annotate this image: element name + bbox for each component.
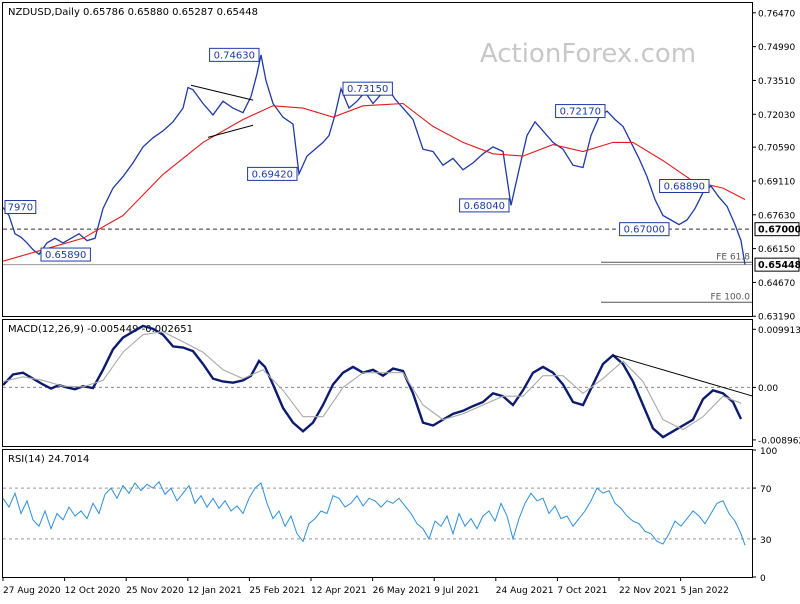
price-label: 0.67000 [619, 222, 670, 237]
price-label: 0.74630 [209, 47, 260, 62]
price-label: 0.69420 [247, 166, 298, 181]
x-tick-label: 25 Nov 2020 [126, 586, 184, 596]
macd-layer [2, 324, 754, 439]
price-label-text: 7970 [8, 203, 33, 214]
axis-price-tag: 0.67000 [754, 222, 800, 237]
y-tick-label: 0.66150 [758, 245, 795, 255]
rsi-panel-title: RSI(14) 24.7014 [8, 454, 89, 465]
y-tick-label: 0.74990 [758, 43, 795, 53]
rsi-y-tick-label: 0 [760, 574, 766, 584]
axis-price-tag-box [754, 222, 800, 237]
x-tick-label: 22 Nov 2021 [619, 586, 677, 596]
x-tick-label: 12 Jan 2021 [188, 586, 242, 596]
price-panel-title: NZDUSD,Daily 0.65786 0.65880 0.65287 0.6… [8, 7, 258, 18]
price-label-box [4, 200, 37, 215]
axis-layer: 0.76470 0.74990 0.73510 0.72030 0.70590 0.691… [2, 9, 800, 596]
trendline [207, 124, 254, 138]
x-tick-label: 27 Aug 2020 [3, 586, 61, 596]
price-label-box [555, 104, 606, 119]
price-label-text: 0.65890 [45, 250, 86, 261]
axis-price-tag-box [754, 257, 800, 272]
y-tick-label: 0.73510 [758, 77, 795, 87]
macd-trendline [612, 354, 754, 397]
axis-price-tag-text: 0.67000 [758, 225, 800, 236]
price-label: 0.68040 [459, 198, 510, 213]
y-tick-label: 0.64670 [758, 279, 795, 289]
x-tick-label: 12 Apr 2021 [311, 586, 367, 596]
price-series-line [2, 54, 746, 265]
price-label-box [40, 247, 91, 262]
price-label-box [659, 179, 710, 194]
x-tick-label: 24 Aug 2021 [496, 586, 554, 596]
x-tick-label: 12 Oct 2020 [65, 586, 121, 596]
price-label-box [342, 81, 393, 96]
watermark: ActionForex.com [480, 39, 696, 69]
rsi-layer [2, 480, 752, 546]
x-tick-label: 7 Oct 2021 [557, 586, 607, 596]
x-tick-label: 26 May 2021 [373, 586, 432, 596]
y-tick-label: 0.72030 [758, 111, 795, 121]
macd-panel-frame [2, 319, 753, 447]
price-label: 0.68890 [659, 179, 710, 194]
y-tick-label: 0.69110 [758, 177, 795, 187]
macd-panel-title: MACD(12,26,9) -0.005449 -0.002651 [8, 324, 193, 335]
rsi-y-tick-label: 30 [760, 536, 772, 546]
y-tick-label: 0.63190 [758, 313, 795, 323]
price-label-text: 0.74630 [214, 50, 255, 61]
price-label-box [247, 166, 298, 181]
macd-y-tick-label: -0.008962 [758, 436, 800, 446]
rsi-y-tick-label: 70 [760, 485, 772, 495]
y-tick-label: 0.76470 [758, 9, 795, 19]
axis-price-tag-text: 0.65448 [758, 260, 800, 271]
price-label-text: 0.72170 [560, 107, 601, 118]
price-layer: FE 61.8 FE 100.0 0.74630 0.73150 0.72170 0.69… [2, 47, 752, 303]
price-label-box [209, 47, 260, 62]
fe-label: FE 100.0 [711, 292, 751, 302]
x-tick-label: 9 Jul 2021 [434, 586, 479, 596]
moving-average-line [2, 102, 746, 262]
macd-y-tick-label: 0.009913 [758, 326, 800, 336]
x-tick-label: 5 Jan 2022 [681, 586, 729, 596]
y-tick-label: 0.70590 [758, 144, 795, 154]
price-label: 0.65890 [40, 247, 91, 262]
rsi-y-tick-label: 100 [760, 447, 777, 457]
rsi-panel-frame [2, 449, 753, 578]
macd-y-tick-label: 0.00 [758, 384, 778, 394]
price-label-text: 0.68040 [464, 201, 505, 212]
rsi-line [2, 480, 746, 546]
fe-label: FE 61.8 [716, 252, 750, 262]
price-label-text: 0.67000 [624, 225, 665, 236]
x-tick-label: 25 Feb 2021 [249, 586, 305, 596]
trendline [190, 84, 254, 101]
price-label-text: 0.69420 [252, 169, 293, 180]
price-label-box [619, 222, 670, 237]
axis-price-tag: 0.65448 [754, 257, 800, 272]
price-label: 0.73150 [342, 81, 393, 96]
price-label: 0.72170 [555, 104, 606, 119]
price-label-box [459, 198, 510, 213]
price-label-text: 0.73150 [347, 84, 388, 95]
macd-signal-line [2, 331, 742, 431]
price-label-text: 0.68890 [664, 182, 705, 193]
y-tick-label: 0.67630 [758, 211, 795, 221]
price-label: 7970 [4, 200, 37, 215]
